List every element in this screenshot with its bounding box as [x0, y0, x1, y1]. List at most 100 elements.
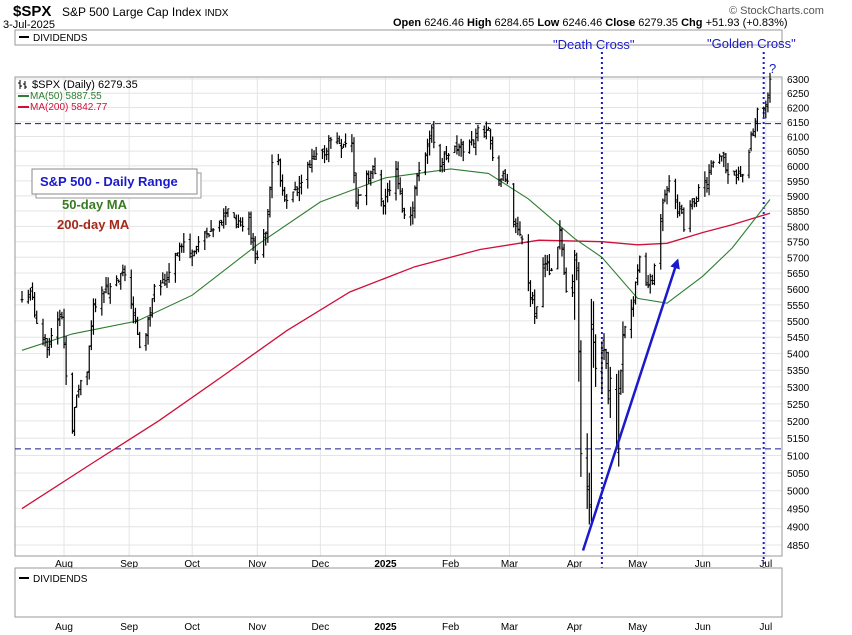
price-bar: [87, 345, 91, 380]
price-bar: [474, 128, 478, 156]
price-bar: [26, 289, 30, 304]
price-bar: [247, 211, 251, 236]
price-bar: [329, 137, 333, 149]
price-bar: [398, 177, 402, 195]
price-bar: [194, 245, 198, 255]
price-bar: [205, 227, 209, 239]
price-bar: [461, 140, 465, 162]
price-bar: [535, 306, 539, 319]
range-box: [31, 168, 198, 195]
price-bar: [739, 165, 743, 178]
x-tick-label: Mar: [501, 622, 519, 633]
quote-date: 3-Jul-2025: [3, 19, 55, 31]
price-bar: [459, 138, 463, 157]
y-tick-label: 5250: [787, 400, 810, 411]
price-bar: [323, 145, 327, 164]
price-bar: [224, 205, 228, 226]
price-bar: [638, 255, 642, 273]
price-bar: [115, 275, 119, 287]
price-bar: [299, 174, 303, 195]
price-bar: [438, 143, 442, 173]
price-bar: [705, 177, 709, 193]
price-bar: [667, 175, 671, 193]
x-tick-label: Aug: [55, 559, 73, 570]
death-cross-label: "Death Cross": [553, 37, 635, 52]
price-bar: [75, 394, 79, 408]
price-bar: [718, 153, 722, 164]
x-tick-label: May: [628, 559, 647, 570]
price-bar: [661, 198, 665, 232]
price-bar: [386, 182, 390, 203]
price-bar: [62, 308, 66, 349]
price-bar: [188, 233, 192, 259]
price-bar: [79, 379, 83, 396]
close-value: 6279.35: [638, 17, 679, 29]
price-bar: [692, 198, 696, 208]
x-axis: Aug Sep Oct Nov Dec 2025 Feb Mar Apr May Jun Jul: [55, 559, 772, 570]
range-annotation: S&P 500 - Daily Range: [31, 168, 202, 199]
price-bar: [49, 327, 53, 348]
price-bar: [400, 188, 404, 213]
price-bar: [276, 153, 280, 166]
price-bar: [413, 185, 417, 219]
price-bar: [430, 124, 434, 143]
price-bar: [283, 186, 287, 202]
price-bar: [341, 143, 345, 149]
price-bar: [381, 200, 385, 215]
price-bar: [514, 218, 518, 234]
price-bar: [577, 262, 581, 382]
low-value: 6246.46: [562, 17, 603, 29]
price-bar: [457, 143, 461, 157]
price-bar: [163, 273, 167, 286]
price-bars: [20, 72, 772, 525]
price-bar: [650, 274, 654, 285]
price-bar: [486, 126, 490, 131]
price-bar: [33, 292, 37, 318]
price-bar: [560, 227, 564, 257]
price-bar: [678, 201, 682, 217]
price-bar: [512, 183, 516, 228]
price-bar: [117, 279, 121, 283]
ma50-line: [21, 168, 771, 351]
open-value: 6246.46: [424, 17, 464, 29]
price-bar: [602, 333, 606, 361]
price-bar: [314, 146, 318, 161]
price-bar: [45, 338, 49, 359]
price-bar: [394, 160, 398, 201]
price-bar: [499, 178, 503, 187]
price-bar: [520, 235, 524, 245]
price-bar: [652, 263, 656, 286]
grid: [15, 77, 782, 617]
price-bar: [373, 157, 377, 175]
x-tick-label: Feb: [442, 622, 460, 633]
y-tick-label: 6050: [787, 147, 810, 158]
price-bar: [285, 193, 289, 209]
price-bar: [766, 92, 770, 113]
y-tick-label: 5600: [787, 285, 810, 296]
range-box-label: S&P 500 - Daily Range: [40, 174, 178, 189]
price-bar: [749, 131, 753, 152]
price-bar: [297, 175, 301, 202]
x-tick-label: Dec: [311, 559, 329, 570]
price-bar: [175, 252, 179, 257]
price-bar: [249, 211, 253, 245]
price-bar: [720, 155, 724, 162]
y-tick-label: 5200: [787, 417, 810, 428]
y-tick-label: 5150: [787, 434, 810, 445]
price-bar: [440, 157, 444, 173]
price-bar: [573, 249, 577, 320]
price-bar: [732, 170, 736, 176]
price-bar: [20, 291, 24, 303]
price-bar: [592, 301, 596, 368]
price-bar: [444, 145, 448, 161]
y-tick-label: 6150: [787, 118, 810, 129]
y-tick-label: 5450: [787, 333, 810, 344]
price-bar: [358, 194, 362, 196]
price-bar: [234, 214, 238, 229]
price-bar: [562, 243, 566, 275]
price-bar: [741, 173, 745, 183]
price-bar: [268, 186, 272, 218]
price-bar: [600, 341, 604, 395]
price-bar: [768, 72, 772, 103]
price-bar: [709, 160, 713, 175]
